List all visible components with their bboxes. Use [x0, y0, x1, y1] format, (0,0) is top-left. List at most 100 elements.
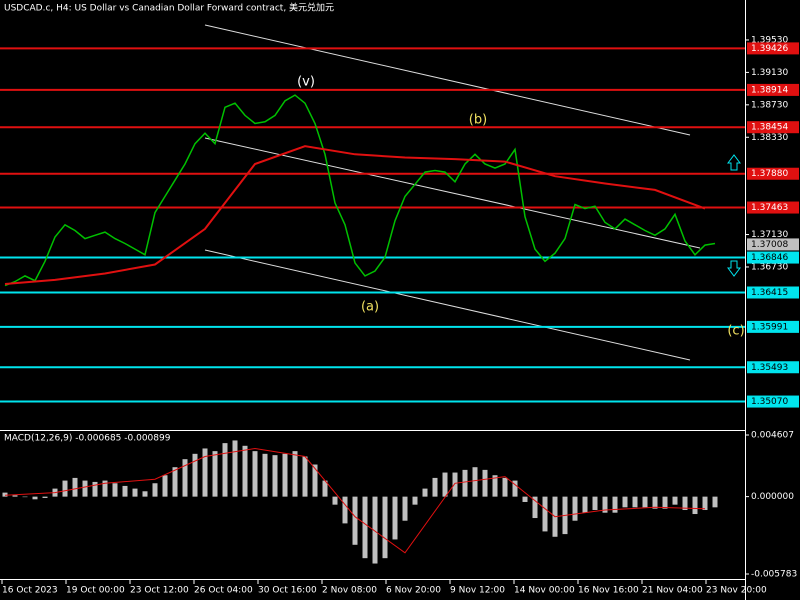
- level-label: 1.35493: [751, 363, 788, 373]
- x-tick-label: 30 Oct 16:00: [258, 586, 317, 596]
- x-tick-label: 6 Nov 20:00: [386, 586, 441, 596]
- histogram-bar: [692, 496, 698, 515]
- histogram-bar: [612, 496, 618, 513]
- histogram-bar: [382, 496, 388, 559]
- histogram-bar: [672, 496, 678, 505]
- histogram-bar: [272, 455, 278, 497]
- level-label-bg: [747, 286, 799, 299]
- histogram-bar: [502, 477, 508, 497]
- y-tick-label: 1.37130: [751, 230, 788, 240]
- level-label: 1.36846: [751, 253, 788, 263]
- histogram-bar: [162, 475, 168, 497]
- y-tick-label: 1.38330: [751, 133, 788, 143]
- channel-line: [204, 24, 691, 136]
- level-label: 1.36415: [751, 288, 788, 298]
- level-label: 1.38454: [751, 123, 788, 133]
- level-label: 1.35991: [751, 322, 788, 332]
- x-tick-label: 19 Oct 00:00: [66, 586, 125, 596]
- histogram-bar: [412, 496, 418, 505]
- histogram-bar: [472, 467, 478, 497]
- histogram-bar: [622, 496, 628, 508]
- level-label-bg: [747, 395, 799, 408]
- current-price-bg: [747, 238, 799, 251]
- histogram-bar: [642, 496, 648, 508]
- histogram-bar: [602, 496, 608, 513]
- x-tick-label: 26 Oct 04:00: [194, 586, 253, 596]
- histogram-bar: [682, 496, 688, 511]
- histogram-bar: [142, 491, 148, 497]
- level-label: 1.35070: [751, 397, 788, 407]
- y-tick-label: 1.39130: [751, 68, 788, 78]
- histogram-bar: [492, 475, 498, 497]
- price-line: [4, 94, 716, 287]
- histogram-bar: [362, 496, 368, 559]
- histogram-bar: [392, 496, 398, 540]
- histogram-bar: [332, 496, 338, 505]
- wave-annotation: (v): [297, 75, 315, 90]
- histogram-bar: [592, 496, 598, 511]
- histogram-bar: [22, 496, 28, 498]
- histogram-bar: [132, 488, 138, 497]
- level-label-bg: [747, 42, 799, 55]
- histogram-bar: [2, 492, 8, 497]
- signal-line: [4, 447, 706, 554]
- histogram-bar: [172, 467, 178, 497]
- level-label-bg: [747, 361, 799, 374]
- histogram-bar: [372, 496, 378, 564]
- histogram-bar: [702, 496, 708, 511]
- histogram-bar: [42, 496, 48, 498]
- histogram-bar: [462, 469, 468, 497]
- y-tick-label: 1.38730: [751, 100, 788, 110]
- x-tick-label: 23 Nov 20:00: [706, 586, 767, 596]
- channel-line: [204, 249, 691, 361]
- indicator-title: MACD(12,26,9) -0.000685 -0.000899: [4, 434, 171, 444]
- level-label: 1.37463: [751, 203, 788, 213]
- moving-average: [4, 145, 706, 285]
- histogram-bar: [282, 453, 288, 497]
- histogram-bar: [82, 480, 88, 497]
- y-tick-label: 1.36730: [751, 262, 788, 272]
- histogram-bar: [262, 453, 268, 497]
- histogram-bar: [402, 496, 408, 521]
- x-tick-label: 16 Oct 2023: [2, 586, 58, 596]
- histogram-bar: [712, 496, 718, 508]
- histogram-bar: [112, 483, 118, 497]
- histogram-bar: [662, 496, 668, 509]
- histogram-bar: [312, 464, 318, 497]
- histogram-bar: [182, 459, 188, 497]
- histogram-bar: [302, 456, 308, 497]
- histogram-bar: [442, 472, 448, 497]
- wave-annotation: (c): [727, 324, 744, 339]
- histogram-bar: [32, 496, 38, 500]
- histogram-bar: [152, 483, 158, 497]
- histogram-bar: [292, 451, 298, 497]
- level-label: 1.37880: [751, 169, 788, 179]
- histogram-bar: [452, 472, 458, 497]
- histogram-bar: [232, 440, 238, 497]
- histogram-bar: [482, 469, 488, 497]
- histogram-bar: [222, 443, 228, 497]
- up-arrow: [727, 154, 741, 171]
- histogram-bar: [122, 485, 128, 497]
- histogram-bar: [532, 496, 538, 519]
- histogram-bar: [202, 448, 208, 497]
- histogram-bar: [322, 480, 328, 497]
- x-tick-label: 2 Nov 08:00: [322, 586, 377, 596]
- histogram-bar: [632, 496, 638, 508]
- histogram-bar: [352, 496, 358, 545]
- histogram-bar: [212, 451, 218, 497]
- x-tick-label: 14 Nov 00:00: [514, 586, 575, 596]
- histogram-bar: [582, 496, 588, 513]
- y-tick-label: 0.000000: [751, 492, 794, 502]
- level-label-bg: [747, 83, 799, 96]
- level-label-bg: [747, 167, 799, 180]
- level-label-bg: [747, 251, 799, 264]
- wave-annotation: (b): [469, 113, 487, 128]
- x-tick-label: 9 Nov 12:00: [450, 586, 505, 596]
- histogram-bar: [92, 481, 98, 497]
- histogram-bar: [522, 496, 528, 502]
- channel-line: [204, 137, 701, 249]
- wave-annotation: (a): [361, 300, 379, 315]
- histogram-bar: [192, 453, 198, 497]
